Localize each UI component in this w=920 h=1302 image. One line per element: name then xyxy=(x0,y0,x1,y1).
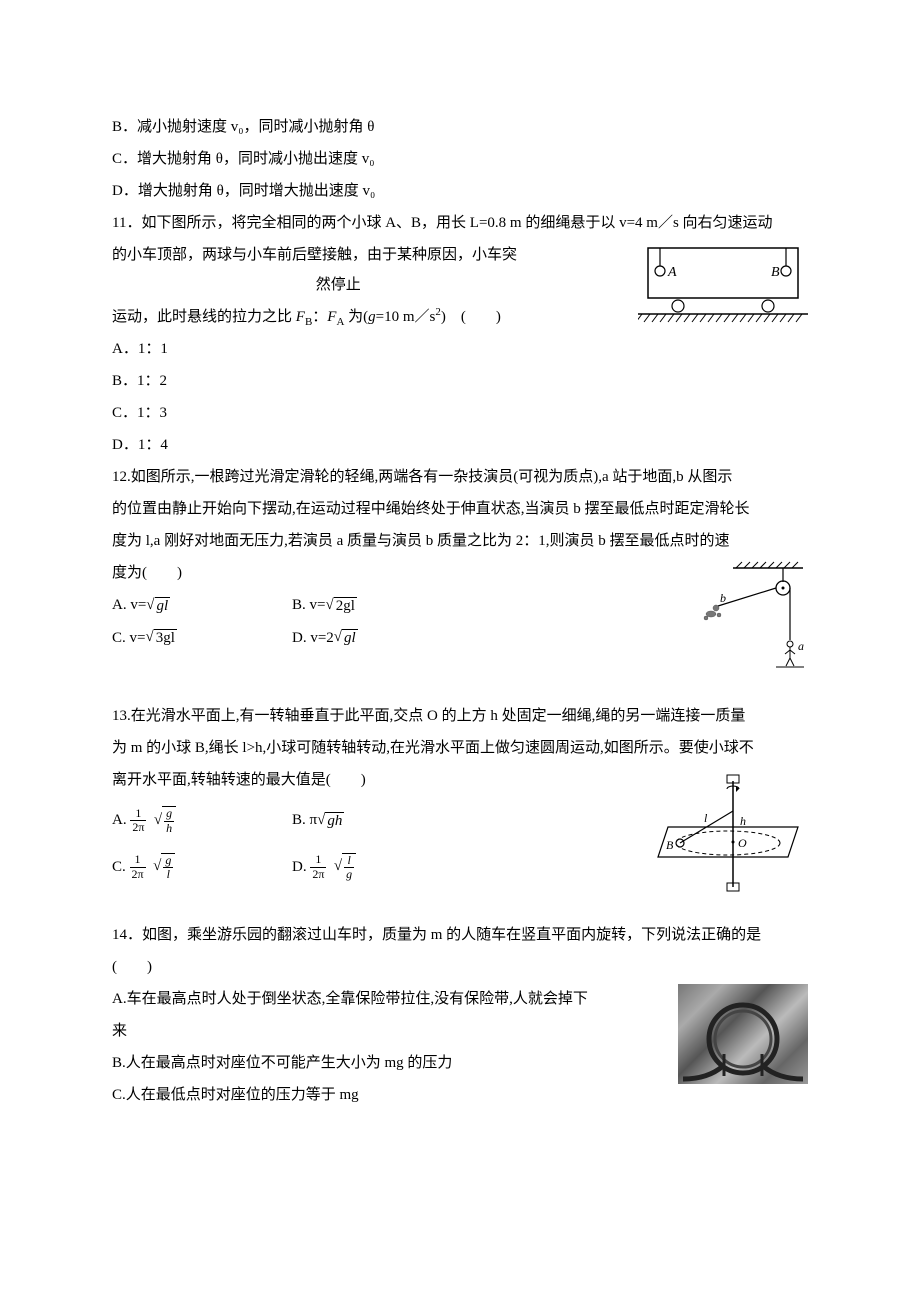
q13-options-row1: A. 12π gh B. πgh xyxy=(112,805,638,836)
q14-stem-2: ( ) xyxy=(112,952,808,982)
svg-text:B: B xyxy=(666,838,674,852)
q13-option-a: A. 12π gh xyxy=(112,805,292,836)
q13-option-b: B. πgh xyxy=(292,805,472,836)
q14-stem-1: 14．如图，乘坐游乐园的翻滚过山车时，质量为 m 的人随车在竖直平面内旋转，下列… xyxy=(112,920,808,950)
q11-stem-line2b: 然停止 xyxy=(316,277,361,293)
q11-option-b: B．1：2 xyxy=(112,366,808,396)
q11-stem-line2a: 的小车顶部，两球与小车前后壁接触，由于某种原因，小车突 xyxy=(112,247,517,263)
q11-stem-line1: 11．如下图所示，将完全相同的两个小球 A、B，用长 L=0.8 m 的细绳悬于… xyxy=(112,208,808,238)
q12-options-row2: C. v=3gl D. v=2gl xyxy=(112,623,668,654)
q14-option-c: C.人在最低点时对座位的压力等于 mg xyxy=(112,1080,808,1110)
q13-option-c: C. 12π gl xyxy=(112,852,292,883)
q11-option-d: D．1：4 xyxy=(112,430,808,460)
q12-stem-3: 度为 l,a 刚好对地面无压力,若演员 a 质量与演员 b 质量之比为 2：1,… xyxy=(112,526,808,556)
q13-stem-1: 13.在光滑水平面上,有一转轴垂直于此平面,交点 O 的上方 h 处固定一细绳,… xyxy=(112,701,808,731)
svg-text:a: a xyxy=(798,639,804,653)
svg-text:B: B xyxy=(771,265,780,280)
q12-option-a: A. v=gl xyxy=(112,590,292,621)
q12-option-b: B. v=2gl xyxy=(292,590,472,621)
prev-option-b: B．减小抛射速度 v₀，同时减小抛射角 θ xyxy=(112,112,808,142)
q14-photo xyxy=(678,984,808,1084)
q12-diagram: a b xyxy=(678,560,808,681)
svg-text:b: b xyxy=(720,591,726,605)
q13-stem-2: 为 m 的小球 B,绳长 l>h,小球可随转轴转动,在光滑水平面上做匀速圆周运动… xyxy=(112,733,808,763)
q13-diagram: O l h B xyxy=(648,767,808,908)
svg-text:h: h xyxy=(740,814,746,828)
q12-option-c: C. v=3gl xyxy=(112,623,292,654)
q13-options-row2: C. 12π gl D. 12π lg xyxy=(112,852,638,883)
q12-option-d: D. v=2gl xyxy=(292,623,472,654)
q12-stem-1: 12.如图所示,一根跨过光滑定滑轮的轻绳,两端各有一杂技演员(可视为质点),a … xyxy=(112,462,808,492)
svg-text:O: O xyxy=(738,836,747,850)
q12-stem-2: 的位置由静止开始向下摆动,在运动过程中绳始终处于伸直状态,当演员 b 摆至最低点… xyxy=(112,494,808,524)
svg-text:A: A xyxy=(667,265,677,280)
q11-diagram: A B xyxy=(638,242,808,343)
svg-text:l: l xyxy=(704,811,708,825)
prev-option-c: C．增大抛射角 θ，同时减小抛出速度 v₀ xyxy=(112,144,808,174)
q12-options-row1: A. v=gl B. v=2gl xyxy=(112,590,668,621)
q11-option-c: C．1：3 xyxy=(112,398,808,428)
prev-option-d: D．增大抛射角 θ，同时增大抛出速度 v₀ xyxy=(112,176,808,206)
q13-option-d: D. 12π lg xyxy=(292,852,472,883)
